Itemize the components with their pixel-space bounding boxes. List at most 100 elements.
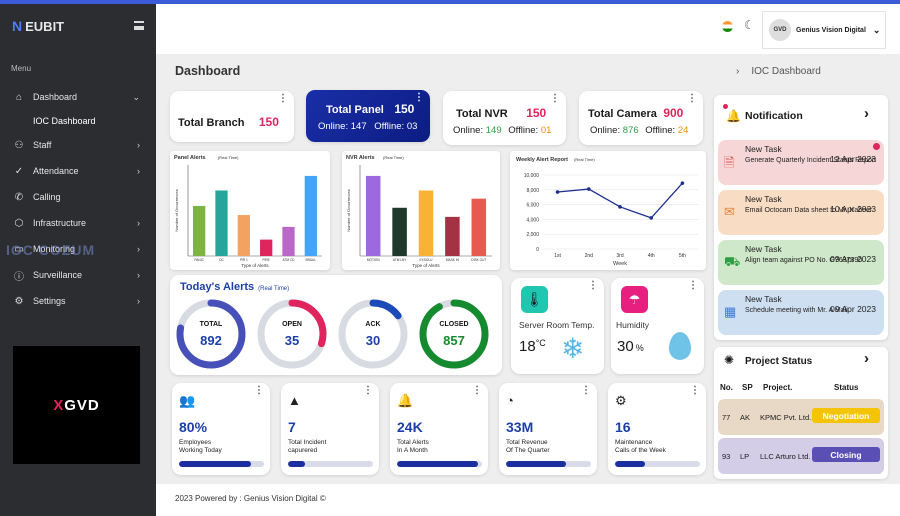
y-tick-label: 6,000 [526,203,539,209]
menu-section-label: Menu [11,64,32,73]
offline-label: Offline: [374,121,405,132]
sidebar-item-infrastructure[interactable]: ⬡ Infrastructure › [0,210,156,236]
stat-value: 150 [258,115,279,129]
kebab-menu-icon[interactable]: ⋮ [581,385,591,396]
sidebar-item-label: Monitoring [33,244,76,254]
kebab-menu-icon[interactable]: ⋮ [687,93,697,104]
india-flag-icon[interactable] [722,21,733,32]
calendar-icon: ▦ [724,304,737,319]
kpi-employees-card[interactable]: 👥 ⋮ 80% Employees Working Today [172,383,270,475]
table-row[interactable]: 93 LP LLC Arturo Ltd. Closing [718,438,884,474]
kpi-value: 80% [179,419,208,435]
sidebar-item-dashboard[interactable]: ⌂ Dashboard ⌄ [0,84,156,110]
chevron-right-icon[interactable]: › [864,105,869,122]
kpi-progress-fill [615,461,645,467]
online-label: Online: [318,121,349,132]
table-row[interactable]: 77 AK KPMC Pvt. Ltd. Negotiation [718,399,884,435]
kebab-menu-icon[interactable]: ⋮ [550,93,560,104]
ring-value: 35 [285,333,299,348]
notification-item[interactable]: ⛟ New Task 09 Apr 2023 Align team against P… [718,240,884,285]
server-temp-card: 🌡 ⋮ Server Room Temp. 18°C ❄ [511,278,604,374]
notification-title: Notification [745,110,803,122]
kpi-progress-bar [615,461,700,467]
kebab-menu-icon[interactable]: ⋮ [414,92,424,103]
x-tick-label: 5th [679,253,686,259]
project-no: 77 [722,413,731,422]
y-axis-label: Number of Occurrences [346,189,351,231]
sidebar-item-monitoring[interactable]: ▭ Monitoring › [0,236,156,262]
kebab-menu-icon[interactable]: ⋮ [254,385,264,396]
brand-box: XGVD [13,346,140,464]
total-camera-card[interactable]: ⋮ Total Camera 900 Online: 876 Offline: … [579,91,703,145]
kpi-revenue-card[interactable]: ◔ ⋮ 33M Total Revenue Of The Quarter [499,383,597,475]
main-area: ☾ GVD Genius Vision Digital ⌄ Dashboard … [156,4,900,516]
sidebar-item-settings[interactable]: ⚙ Settings › [0,288,156,314]
check-icon: ✓ [14,165,24,177]
y-tick-label: 10,000 [524,173,540,179]
stat-value: 150 [526,106,547,120]
humidity-icon: ☂ [621,286,648,313]
sidebar-item-label: Staff [33,140,52,150]
chevron-down-icon: ⌄ [872,24,881,35]
notification-item-desc: Align team against PO No. G7637390 [745,257,863,264]
kpi-progress-fill [179,461,252,467]
nvr-alerts-chart: NVR Alerts (Real Time) Number of Occurrenc… [342,151,500,270]
chart-subtitle: (Real Time) [218,155,239,160]
sidebar-item-attendance[interactable]: ✓ Attendance › [0,158,156,184]
user-menu[interactable]: GVD Genius Vision Digital ⌄ [762,11,886,49]
notification-item-desc: Schedule meeting with Mr. A Mali [745,307,848,314]
kebab-menu-icon[interactable]: ⋮ [588,280,598,291]
kpi-progress-fill [288,461,305,467]
stat-title: Total Camera [588,108,657,120]
kebab-menu-icon[interactable]: ⋮ [363,385,373,396]
sidebar-item-surveillance[interactable]: ⓘ Surveillance › [0,262,156,288]
notification-item[interactable]: 🗎 New Task 12 Apr 2023 Generate Quarterly I… [718,140,884,185]
breadcrumb-item[interactable]: IOC Dashboard [751,66,821,77]
kpi-progress-fill [506,461,566,467]
kebab-menu-icon[interactable]: ⋮ [278,93,288,104]
kpi-incident-card[interactable]: ▲ ⋮ 7 Total Incident capurered [281,383,379,475]
ring-label: ACK [365,321,380,328]
total-panel-card[interactable]: ⋮ Total Panel 150 Online: 147 Offline: 0… [306,90,430,142]
sidebar-item-calling[interactable]: ✆ Calling [0,184,156,210]
kebab-menu-icon[interactable]: ⋮ [690,385,700,396]
moon-icon[interactable]: ☾ [744,18,755,32]
kpi-maintenance-card[interactable]: ⚙ ⋮ 16 Maintenance Calls of the Week [608,383,706,475]
project-sp: LP [740,452,750,461]
app-logo[interactable]: N EUBIT [12,18,64,34]
total-branch-card[interactable]: ⋮ Total Branch 150 [170,91,294,142]
sidebar-item-staff[interactable]: ⚇ Staff › [0,132,156,158]
kpi-label: Employees Working Today [179,439,222,454]
hamburger-menu-icon[interactable] [134,21,144,30]
home-icon: ⌂ [15,91,23,103]
kpi-progress-bar [179,461,264,467]
chart-bar [392,207,407,256]
kpi-alerts-card[interactable]: 🔔 ⋮ 24K Total Alerts In A Month [390,383,488,475]
notification-item-title: New Task [745,244,782,254]
sidebar-subitem-ioc-dashboard[interactable]: IOC Dashboard [33,116,96,126]
status-badge[interactable]: Negotiation [812,408,880,423]
column-header-sp: SP [742,383,753,392]
project-status-panel: ✺ Project Status › No. SP Project. Statu… [714,347,888,479]
chevron-right-icon: › [736,66,740,77]
y-tick-label: 0 [536,247,539,253]
y-tick-label: 2,000 [526,232,539,238]
top-bar: ☾ GVD Genius Vision Digital ⌄ [156,4,900,54]
chevron-down-icon: ⌄ [132,91,140,102]
stat-title: Total NVR [456,108,508,120]
notification-item[interactable]: ▦ New Task 09 Apr 2023 Schedule meeting wit… [718,290,884,335]
ring-value: 30 [366,333,380,348]
total-nvr-card[interactable]: ⋮ Total NVR 150 Online: 149 Offline: 01 [443,91,566,145]
kebab-menu-icon[interactable]: ⋮ [472,385,482,396]
kebab-menu-icon[interactable]: ⋮ [688,280,698,291]
online-label: Online: [453,125,484,136]
notification-item[interactable]: ✉ New Task 10 Apr 2023 Email Octocam Data s… [718,190,884,235]
status-badge[interactable]: Closing [812,447,880,462]
cube-icon: ⬡ [14,217,24,229]
phone-icon: ✆ [14,191,24,203]
chevron-right-icon[interactable]: › [864,350,869,367]
notification-item-title: New Task [745,194,782,204]
chart-bar [304,175,317,256]
x-tick-label: FIRE [263,258,270,262]
humidity-title: Humidity [616,320,650,330]
